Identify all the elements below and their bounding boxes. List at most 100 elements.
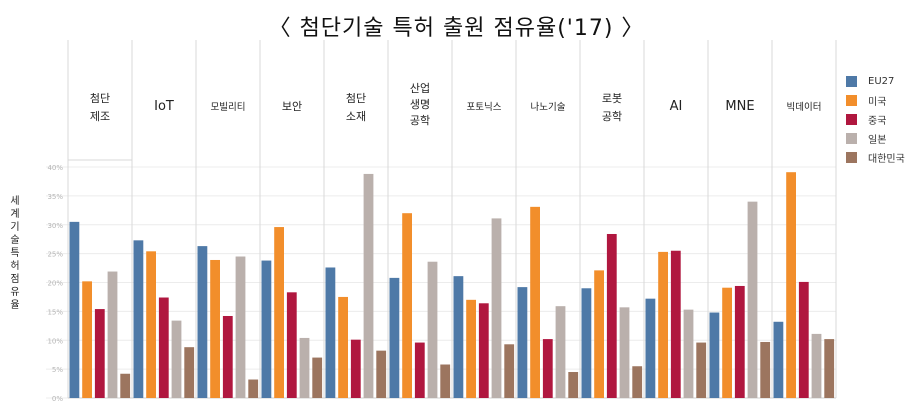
y-tick-label: 25%	[47, 251, 63, 259]
category-label: 모빌리티	[211, 102, 246, 113]
bar	[69, 221, 80, 398]
bar	[427, 261, 438, 398]
y-tick-label: 35%	[47, 193, 63, 201]
bar	[350, 339, 361, 398]
category-label: 소재	[346, 110, 366, 123]
bar	[683, 309, 694, 398]
bar	[773, 321, 784, 398]
legend-label: 미국	[868, 97, 887, 108]
bar	[517, 287, 528, 398]
bar	[235, 256, 246, 398]
legend-label: EU27	[868, 76, 895, 87]
category-label: IoT	[154, 99, 174, 114]
bar	[632, 366, 643, 398]
category-label: 첨단	[90, 92, 110, 105]
legend-item: 미국	[846, 91, 905, 110]
category-label: 산업	[410, 82, 430, 95]
bar	[402, 213, 412, 398]
y-tick-label: 15%	[47, 308, 63, 316]
bar	[286, 292, 297, 398]
legend-swatch	[846, 76, 857, 87]
bar	[670, 250, 681, 398]
y-tick-label: 30%	[47, 222, 63, 230]
legend-label: 대한민국	[868, 154, 905, 165]
bar	[338, 296, 348, 398]
category-label: AI	[670, 99, 683, 114]
bar	[658, 251, 668, 398]
category-label: 제조	[90, 110, 110, 123]
y-tick-label: 40%	[47, 164, 63, 172]
y-axis-label: 세계 기술 특허 점유율	[10, 196, 20, 311]
bar	[542, 339, 553, 398]
bar	[824, 339, 835, 398]
bar	[171, 320, 182, 398]
y-tick-label: 0%	[52, 395, 63, 403]
bar	[478, 303, 489, 398]
category-label: 보안	[282, 100, 302, 113]
bar	[798, 281, 809, 398]
bar	[222, 315, 233, 398]
legend-item: 일본	[846, 129, 905, 148]
legend-item: EU27	[846, 72, 905, 91]
y-tick-label: 20%	[47, 280, 63, 288]
bar	[619, 307, 630, 398]
bar	[158, 297, 169, 398]
bar	[107, 271, 118, 398]
category-label: 나노기술	[531, 102, 566, 113]
legend-swatch	[846, 152, 857, 163]
category-label: 포토닉스	[467, 102, 502, 113]
legend-label: 일본	[868, 135, 887, 146]
bar	[120, 373, 131, 398]
bar	[440, 364, 451, 398]
category-label: MNE	[725, 99, 754, 114]
legend-swatch	[846, 133, 857, 144]
legend-swatch	[846, 114, 857, 125]
category-label: 첨단	[346, 92, 366, 105]
bar	[504, 344, 515, 398]
bar	[389, 277, 400, 398]
bar	[747, 201, 758, 398]
category-label: 공학	[410, 114, 430, 127]
bar	[734, 285, 745, 398]
y-tick-label: 5%	[52, 366, 63, 374]
bar	[466, 299, 476, 398]
bar	[376, 350, 387, 398]
y-tick-label: 10%	[47, 337, 63, 345]
bar	[274, 227, 284, 398]
bar	[363, 173, 374, 398]
bar	[133, 240, 144, 398]
bar	[555, 306, 566, 398]
bar	[325, 267, 336, 398]
bar	[606, 233, 617, 398]
legend-item: 대한민국	[846, 148, 905, 167]
bar	[248, 379, 259, 398]
bar	[786, 172, 796, 398]
bar	[453, 276, 464, 398]
bar	[184, 347, 195, 398]
chart-title: 〈 첨단기술 특허 출원 점유율('17) 〉	[268, 16, 645, 41]
bar	[811, 333, 822, 398]
legend-swatch	[846, 95, 857, 106]
bar	[210, 259, 220, 398]
bar	[760, 341, 771, 398]
bar	[312, 357, 323, 398]
legend-item: 중국	[846, 110, 905, 129]
category-label: 빅데이터	[787, 102, 822, 113]
bar	[594, 270, 604, 398]
bar	[722, 287, 732, 398]
legend-label: 중국	[868, 116, 887, 127]
category-label: 로봇	[602, 92, 622, 105]
bar	[261, 260, 272, 398]
bar	[414, 342, 425, 398]
bar	[94, 309, 105, 398]
bar	[197, 246, 208, 398]
bar	[82, 281, 92, 398]
category-label: 생명	[410, 98, 430, 111]
bar	[581, 288, 592, 398]
bar	[696, 342, 707, 398]
bar	[299, 337, 310, 398]
category-label: 공학	[602, 110, 622, 123]
bar	[146, 251, 156, 398]
